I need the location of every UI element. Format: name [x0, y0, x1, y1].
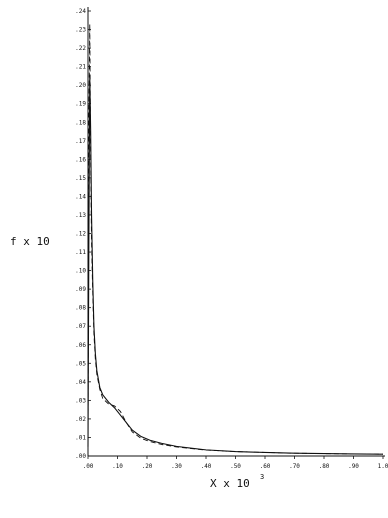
- y-axis-title: f x 10: [10, 235, 50, 248]
- y-tick-label: .16: [75, 156, 86, 163]
- x-tick-label: .60: [260, 463, 271, 470]
- y-tick-label: .05: [75, 360, 86, 367]
- x-tick-label: .00: [83, 463, 94, 470]
- y-tick-label: .04: [75, 379, 86, 386]
- series-line-solid: [87, 75, 384, 455]
- y-tick-label: .06: [75, 342, 86, 349]
- y-tick-label: .09: [75, 286, 86, 293]
- y-tick-label: .10: [75, 268, 86, 275]
- x-tick-label: .40: [201, 463, 212, 470]
- y-tick-label: .18: [75, 119, 86, 126]
- x-tick-label: .70: [289, 463, 300, 470]
- y-tick-label: .02: [75, 416, 86, 423]
- y-tick-label: .22: [75, 45, 86, 52]
- y-tick-label: .21: [75, 64, 86, 71]
- x-tick-label: .80: [319, 463, 330, 470]
- y-tick-label: .00: [75, 453, 86, 460]
- y-tick-label: .13: [75, 212, 86, 219]
- y-tick-label: .08: [75, 305, 86, 312]
- y-tick-label: .07: [75, 323, 86, 330]
- y-tick-label: .20: [75, 82, 86, 89]
- y-tick-label: .11: [75, 249, 86, 256]
- y-tick-label: .14: [75, 193, 86, 200]
- y-tick-label: .01: [75, 434, 86, 441]
- y-tick-label: .17: [75, 138, 86, 145]
- chart-axes: [87, 7, 385, 457]
- x-tick-label: .20: [142, 463, 153, 470]
- x-axis-title-exponent: 3: [260, 473, 264, 481]
- y-tick-label: .24: [75, 8, 86, 15]
- x-tick-label: .50: [230, 463, 241, 470]
- y-tick-label: .12: [75, 231, 86, 238]
- series-line-dashed: [87, 23, 384, 455]
- y-tick-label: .19: [75, 101, 86, 108]
- y-tick-label: .03: [75, 397, 86, 404]
- chart-ticks: .00 .01 .02 .03 .04 .05 .06 .07 .08 .09 .10 .11 .12.…: [75, 8, 388, 470]
- x-tick-label: .30: [171, 463, 182, 470]
- chart-series: [87, 23, 384, 455]
- x-tick-label: .10: [112, 463, 123, 470]
- y-tick-label: .23: [75, 27, 86, 34]
- x-axis-title: X x 10: [210, 477, 250, 490]
- x-tick-label: 1.0: [378, 463, 388, 470]
- y-tick-label: .15: [75, 175, 86, 182]
- x-tick-label: .90: [348, 463, 359, 470]
